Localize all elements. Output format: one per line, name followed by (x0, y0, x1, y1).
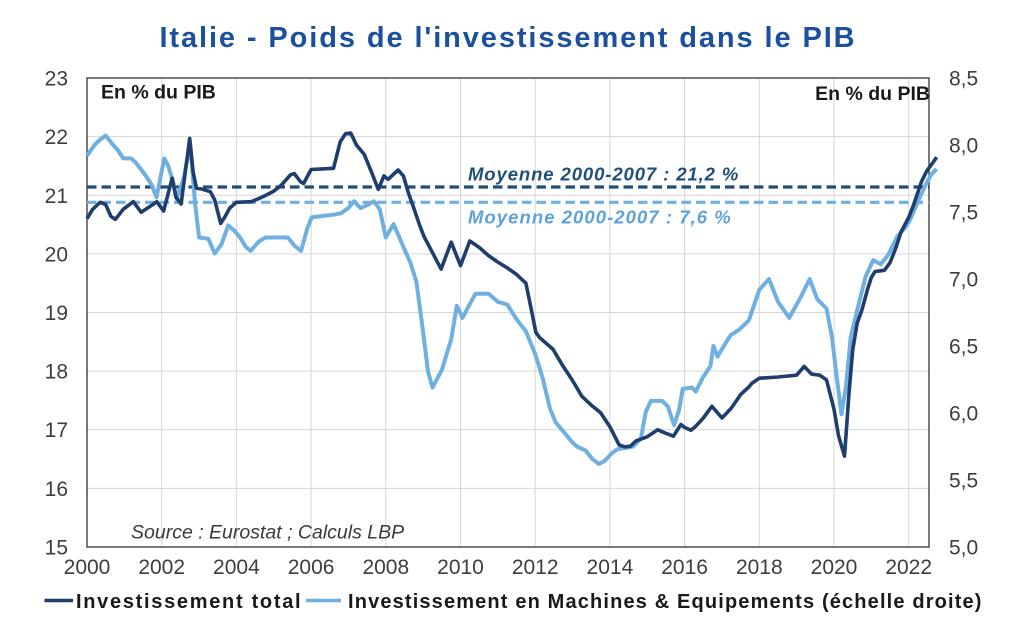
svg-text:Moyenne 2000-2007 : 21,2 %: Moyenne 2000-2007 : 21,2 % (468, 164, 739, 185)
svg-text:5,0: 5,0 (949, 537, 978, 560)
svg-text:20: 20 (45, 243, 68, 266)
svg-text:2002: 2002 (138, 556, 185, 579)
svg-text:7,0: 7,0 (949, 269, 978, 292)
svg-text:2008: 2008 (362, 556, 409, 579)
svg-text:18: 18 (45, 361, 68, 384)
svg-text:17: 17 (45, 419, 68, 442)
svg-text:Moyenne 2000-2007 : 7,6 %: Moyenne 2000-2007 : 7,6 % (468, 207, 732, 228)
svg-text:2014: 2014 (587, 556, 634, 579)
svg-text:Investissement total: Investissement total (76, 591, 302, 613)
svg-text:6,0: 6,0 (949, 403, 978, 426)
svg-text:Italie - Poids de l'investisse: Italie - Poids de l'investissement dans … (159, 22, 856, 54)
svg-text:22: 22 (45, 126, 68, 149)
svg-text:5,5: 5,5 (949, 470, 978, 493)
svg-text:21: 21 (45, 185, 68, 208)
svg-text:15: 15 (45, 537, 68, 560)
svg-text:7,5: 7,5 (949, 202, 978, 225)
svg-text:8,5: 8,5 (949, 68, 978, 91)
svg-text:En % du PIB: En % du PIB (815, 83, 930, 105)
svg-text:16: 16 (45, 478, 68, 501)
svg-text:2020: 2020 (811, 556, 858, 579)
svg-text:8,0: 8,0 (949, 135, 978, 158)
svg-text:19: 19 (45, 302, 68, 325)
svg-text:2018: 2018 (736, 556, 783, 579)
svg-text:2006: 2006 (288, 556, 335, 579)
svg-text:2004: 2004 (213, 556, 260, 579)
svg-text:2000: 2000 (64, 556, 111, 579)
svg-text:23: 23 (45, 68, 68, 91)
svg-text:2012: 2012 (512, 556, 559, 579)
svg-text:2016: 2016 (661, 556, 708, 579)
svg-text:2010: 2010 (437, 556, 484, 579)
svg-text:En % du PIB: En % du PIB (101, 82, 216, 104)
svg-text:Investissement en Machines & E: Investissement en Machines & Equipements… (348, 591, 983, 613)
svg-text:Source : Eurostat ; Calculs LB: Source : Eurostat ; Calculs LBP (131, 522, 404, 544)
svg-text:6,5: 6,5 (949, 336, 978, 359)
svg-text:2022: 2022 (885, 556, 932, 579)
